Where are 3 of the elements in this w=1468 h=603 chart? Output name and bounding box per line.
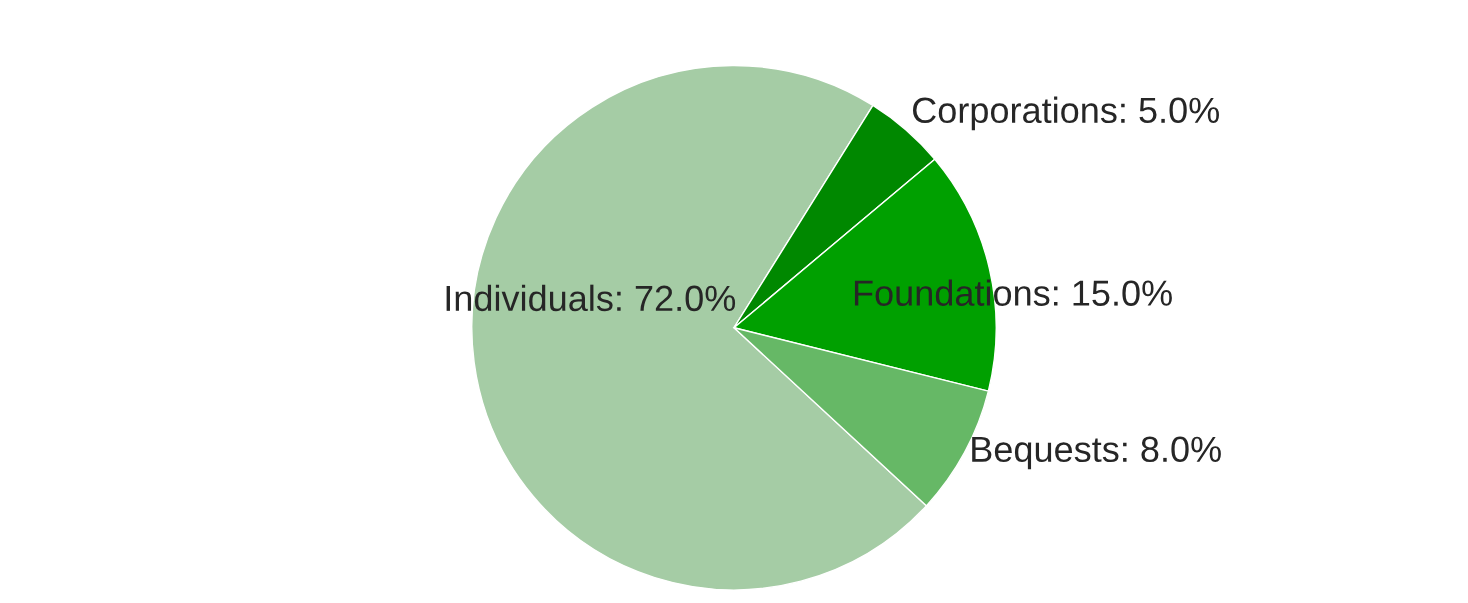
slice-label: Bequests: 8.0% xyxy=(972,436,1221,470)
slice-label: Individuals: 72.0% xyxy=(446,284,736,312)
slice-label: Corporations: 5.0% xyxy=(913,96,1219,131)
